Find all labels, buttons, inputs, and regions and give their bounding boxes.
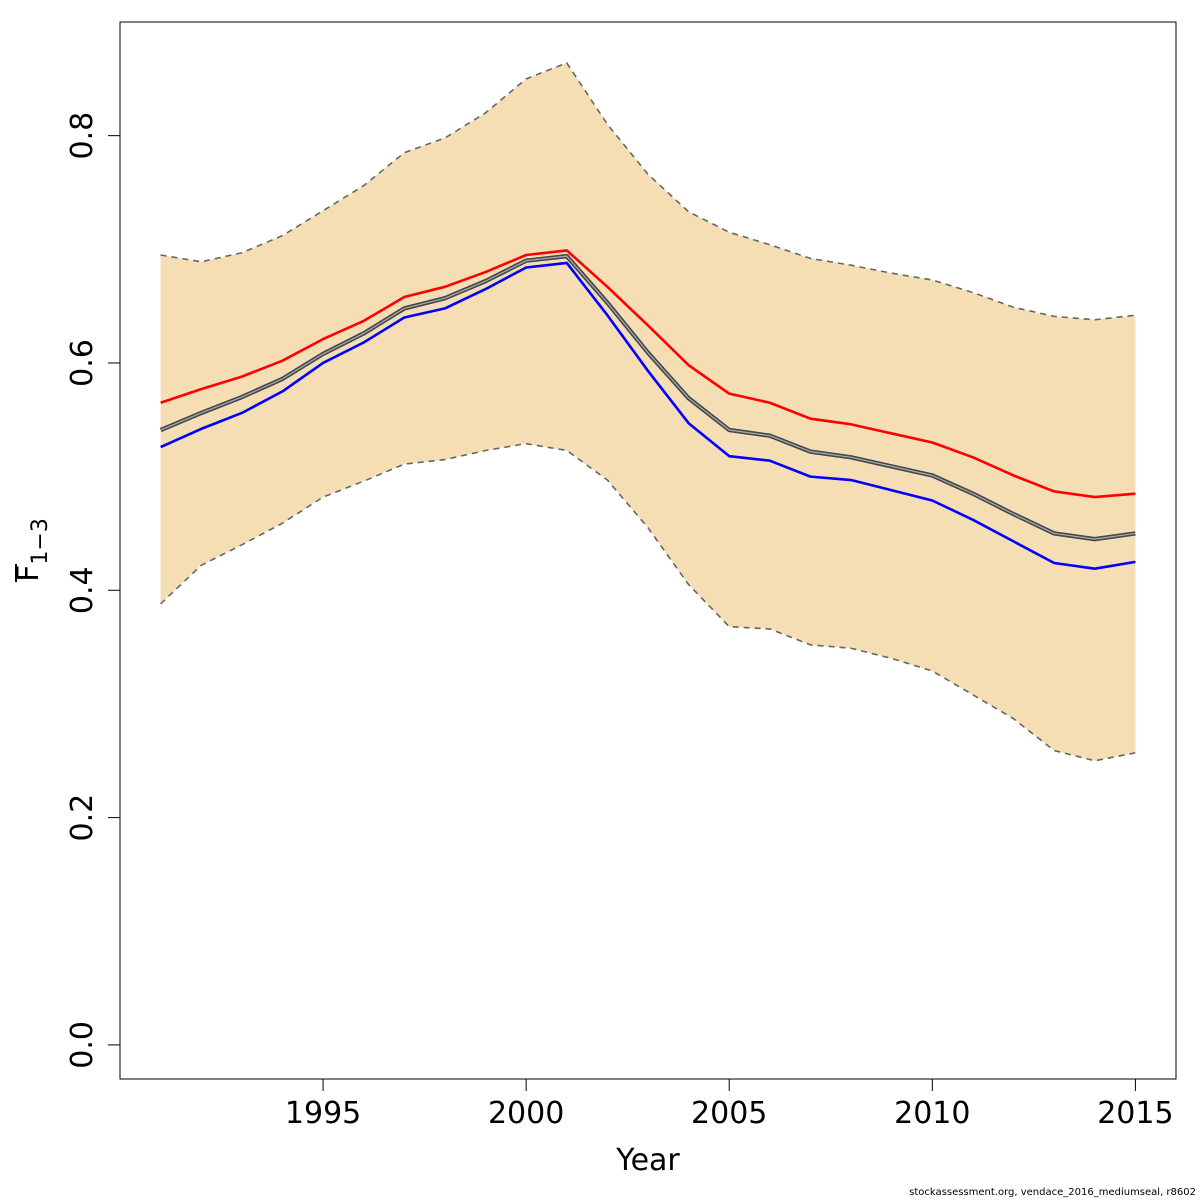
y-axis-title: F1−3 [11,518,53,582]
y-tick-label: 0.8 [65,112,100,160]
series-line-blue [160,261,1136,570]
y-axis-title-subscript: 1−3 [28,518,53,564]
y-axis-title-base: F [11,565,46,582]
series-line-estimate-core [160,255,1136,540]
y-tick-label: 0.2 [65,794,100,842]
svg-text:F1−3: F1−3 [11,518,53,582]
series-line-red [160,249,1136,499]
y-axis: 0.0 0.2 0.4 0.6 0.8 [65,112,120,1069]
y-tick-label: 0.0 [65,1021,100,1069]
x-axis: 1995 2000 2005 2010 2015 [285,1079,1174,1131]
y-tick-label: 0.4 [65,566,100,614]
x-axis-title: Year [615,1143,680,1178]
x-tick-label: 2010 [894,1096,970,1131]
series-group [159,249,1136,570]
footer-credit: stockassessment.org, vendace_2016_medium… [909,1187,1196,1198]
x-tick-label: 2005 [691,1096,767,1131]
confidence-band-lower [160,442,1136,762]
x-tick-label: 2000 [488,1096,564,1131]
confidence-band-group [160,61,1136,762]
y-tick-label: 0.6 [65,339,100,387]
x-tick-label: 2015 [1097,1096,1173,1131]
plot-frame [119,21,1177,1080]
x-tick-label: 1995 [285,1096,361,1131]
confidence-band-area [160,62,1136,761]
